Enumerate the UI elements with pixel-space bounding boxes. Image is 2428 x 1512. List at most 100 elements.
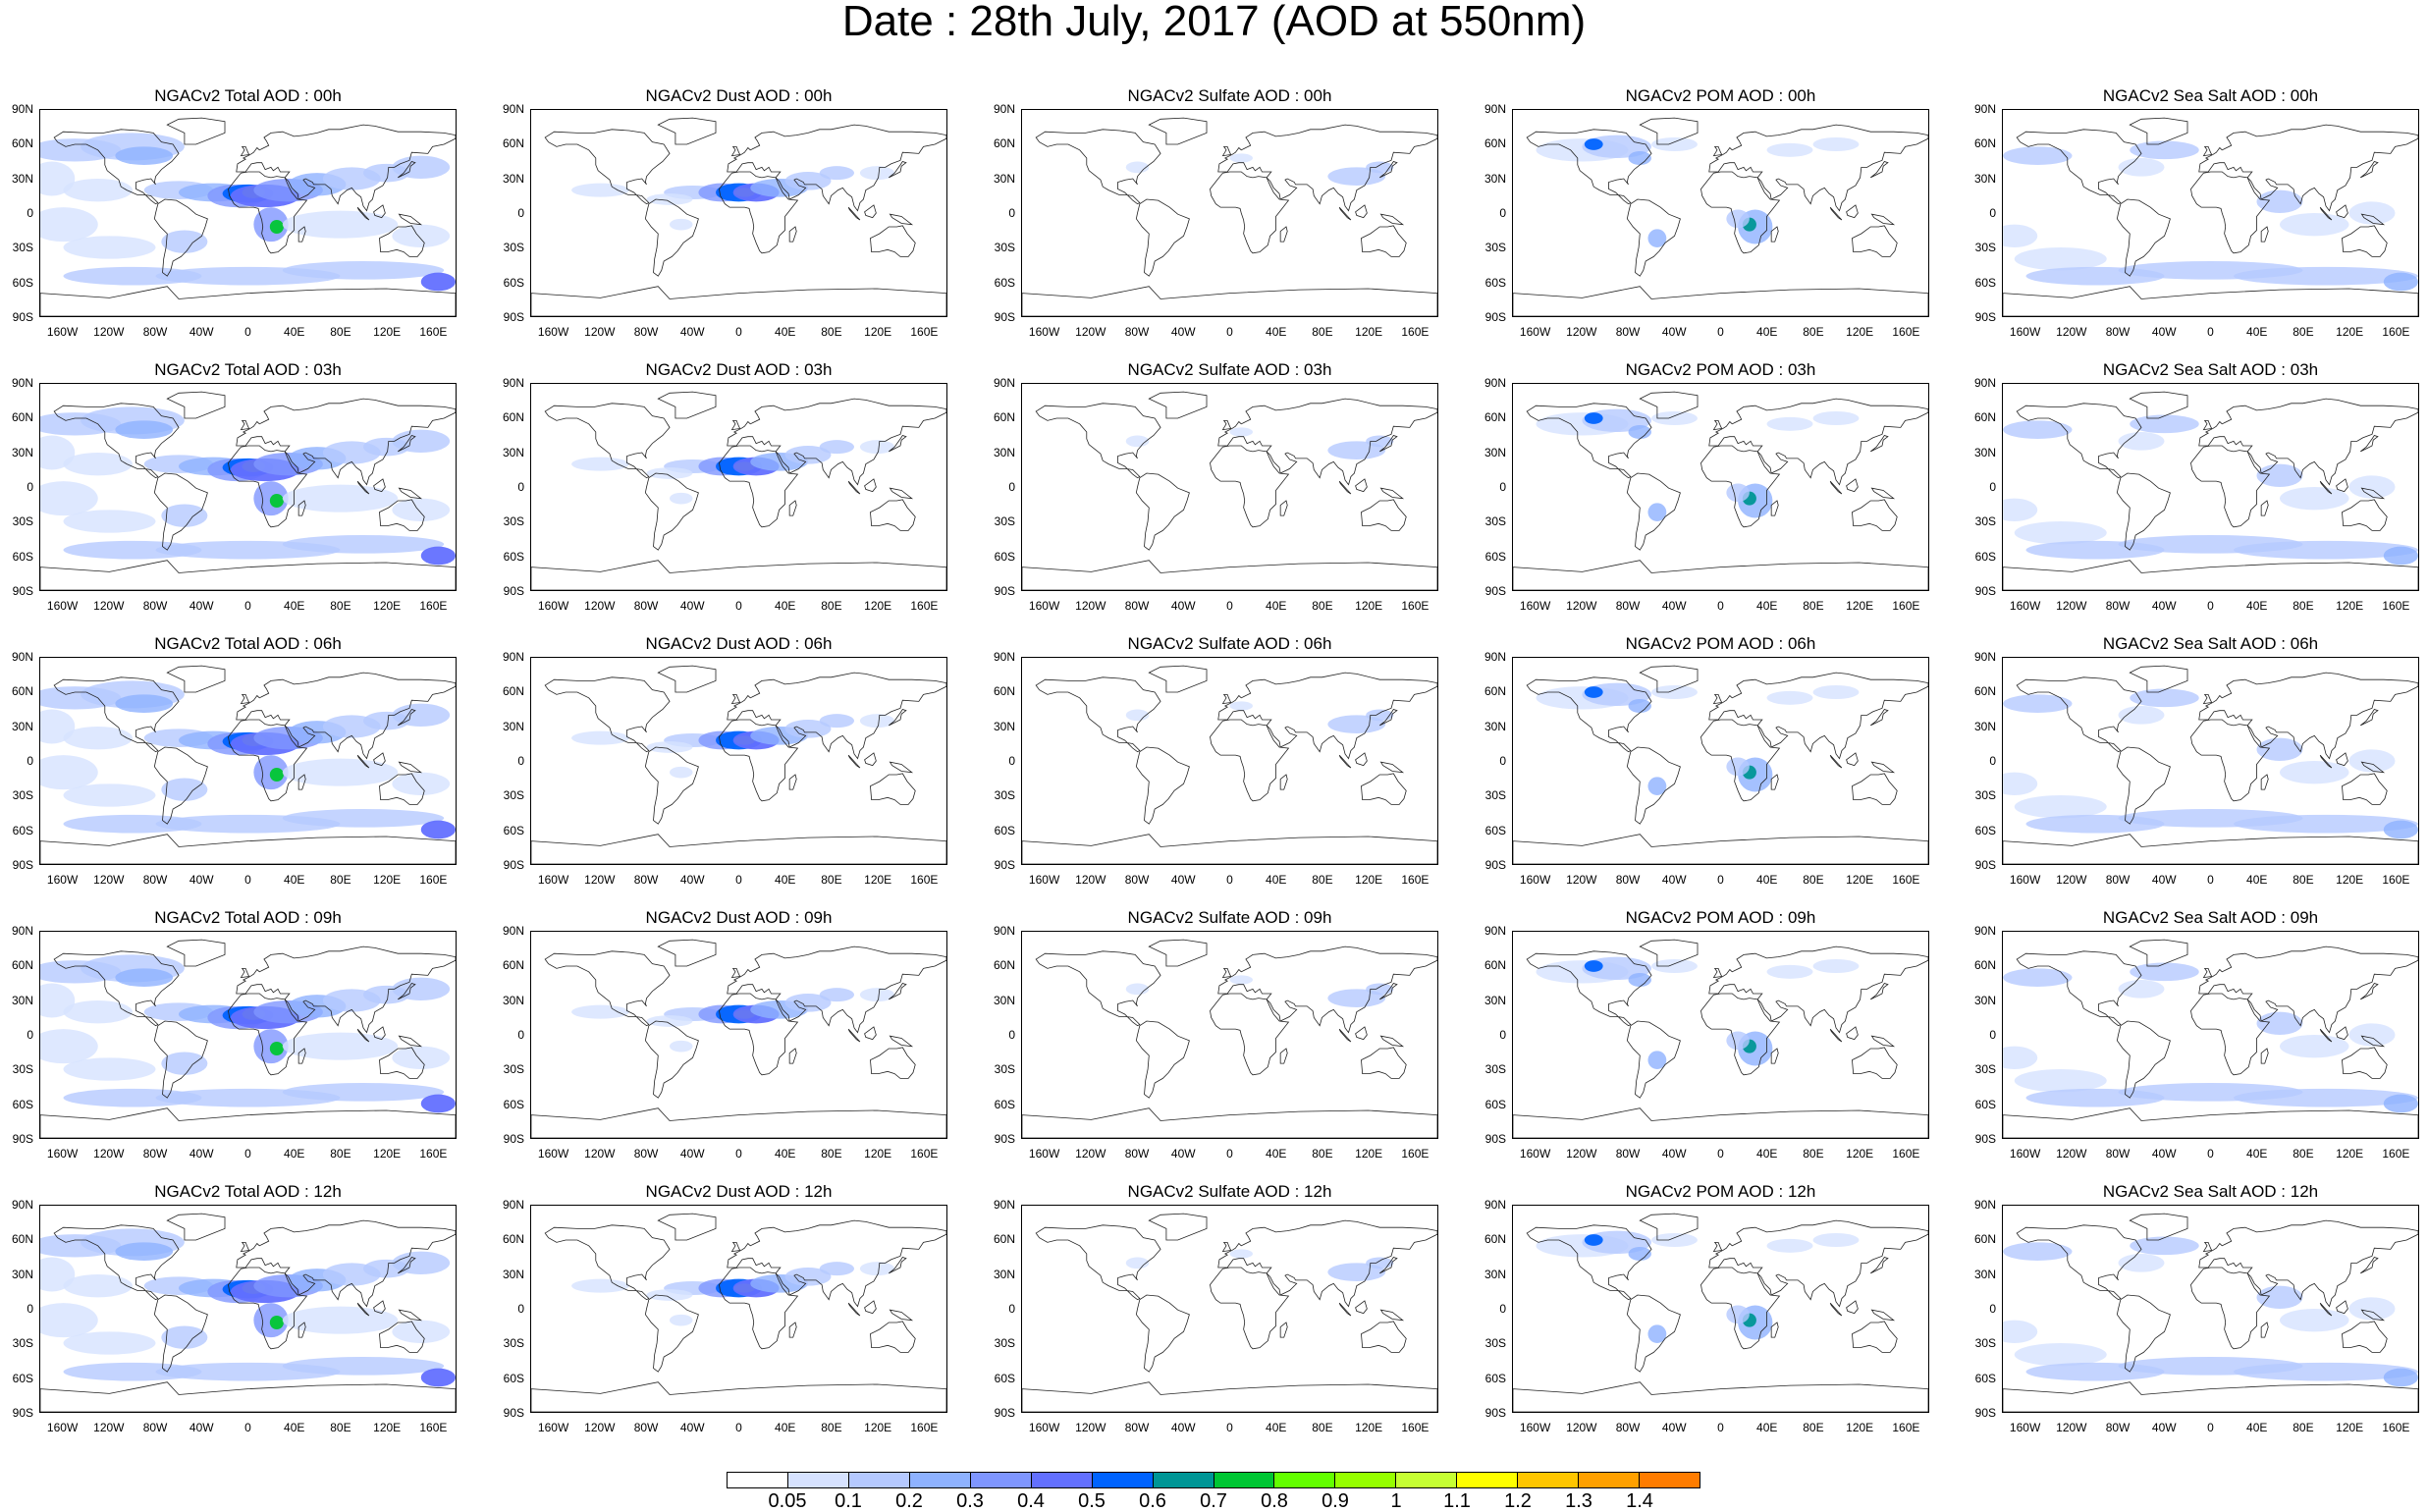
- aod-region: [2014, 247, 2107, 271]
- longitude-label: 120E: [1355, 873, 1383, 887]
- aod-region: [1229, 427, 1253, 437]
- coastlines: [1022, 391, 1437, 590]
- landmass-outline: [2016, 1224, 2142, 1301]
- colorbar-tick-label: 0.8: [1261, 1490, 1288, 1512]
- longitude-label: 80E: [2293, 325, 2314, 339]
- aod-region: [571, 1004, 629, 1019]
- longitude-label: 80E: [821, 873, 842, 887]
- colorbar-swatch: [1457, 1473, 1519, 1487]
- aod-region: [420, 1368, 456, 1387]
- longitude-label: 160W: [537, 325, 569, 339]
- landmass-outline: [889, 161, 907, 179]
- landmass-outline: [379, 225, 425, 257]
- latitude-label: 60S: [1974, 823, 1996, 837]
- latitude-label: 0: [1989, 480, 1996, 494]
- world-map-svg: [1022, 665, 1437, 864]
- longitude-label: 120E: [373, 599, 402, 613]
- aod-region: [1766, 690, 1813, 705]
- map-panel-sulfate-12h: NGACv2 Sulfate AOD : 12h 90N 60N 30N 0 30S 60S…: [982, 1182, 1473, 1454]
- aod-region: [670, 218, 693, 231]
- aod-region: [392, 498, 451, 521]
- latitude-label: 30S: [994, 788, 1015, 803]
- landmass-outline: [531, 1107, 946, 1138]
- longitude-label: 0: [735, 873, 742, 887]
- longitude-label: 160E: [2382, 1421, 2410, 1434]
- aod-region: [859, 714, 895, 729]
- map-panel-dust-12h: NGACv2 Dust AOD : 12h 90N 60N 30N 0 30S 60S 90S…: [491, 1182, 982, 1454]
- aod-region: [1229, 975, 1253, 985]
- map-panel-seasalt-06h: NGACv2 Sea Salt AOD : 06h 90N 60N 30N 0 30S 60…: [1963, 634, 2428, 906]
- colorbar-tick-label: 0.4: [1017, 1490, 1045, 1512]
- coastlines: [2003, 939, 2418, 1138]
- latitude-label: 30N: [502, 1267, 524, 1281]
- longitude-label: 40W: [189, 873, 214, 887]
- longitude-label: 120W: [2056, 1421, 2087, 1434]
- aod-region: [2118, 432, 2165, 451]
- longitude-label: 160W: [2009, 599, 2041, 613]
- longitude-label: 0: [1226, 873, 1233, 887]
- landmass-outline: [1712, 693, 1723, 705]
- landmass-outline: [2342, 1047, 2388, 1079]
- landmass-outline: [864, 752, 877, 767]
- latitude-label: 30N: [1484, 1267, 1506, 1281]
- panel-title: NGACv2 POM AOD : 09h: [1625, 908, 1816, 927]
- aod-region: [1766, 142, 1813, 157]
- longitude-label: 40W: [1661, 325, 1687, 339]
- landmass-outline: [1846, 478, 1859, 493]
- colorbar-tick-label: 0.05: [768, 1490, 807, 1512]
- longitude-label: 80W: [2105, 1147, 2131, 1161]
- world-map: [1021, 1205, 1438, 1413]
- landmass-outline: [2336, 752, 2348, 767]
- aod-region: [2014, 1343, 2107, 1367]
- map-panel-dust-03h: NGACv2 Dust AOD : 03h 90N 60N 30N 0 30S 60S 90S…: [491, 360, 982, 632]
- landmass-outline: [2260, 1048, 2269, 1064]
- aod-region: [282, 535, 445, 554]
- latitude-label: 0: [1989, 1028, 1996, 1042]
- landmass-outline: [1513, 286, 1928, 316]
- longitude-label: 80E: [2293, 599, 2314, 613]
- landmass-outline: [1639, 1213, 1699, 1241]
- aod-region: [2280, 487, 2349, 511]
- longitude-label: 120E: [2336, 873, 2364, 887]
- latitude-label: 90N: [1973, 924, 1996, 938]
- longitude-label: 80E: [330, 325, 351, 339]
- longitude-label: 160W: [1028, 599, 1060, 613]
- landmass-outline: [847, 480, 861, 495]
- longitude-label: 120E: [864, 1421, 892, 1434]
- latitude-label: 30N: [1973, 1267, 1996, 1281]
- world-map: [39, 931, 457, 1139]
- landmass-outline: [2016, 676, 2142, 753]
- latitude-label: 0: [1989, 754, 1996, 768]
- aod-region: [40, 1029, 98, 1064]
- aerosol-field: [40, 133, 456, 292]
- aod-region: [1647, 1324, 1667, 1343]
- longitude-label: 40W: [1170, 873, 1196, 887]
- longitude-label: 0: [2207, 599, 2214, 613]
- landmass-outline: [2336, 1026, 2348, 1041]
- latitude-label: 30S: [1974, 788, 1996, 803]
- landmass-outline: [1770, 1322, 1779, 1338]
- landmass-outline: [2129, 665, 2188, 693]
- longitude-label: 80W: [1124, 873, 1150, 887]
- longitude-label: 40W: [189, 1421, 214, 1434]
- landmass-outline: [1829, 206, 1843, 221]
- panel-title: NGACv2 Dust AOD : 03h: [645, 360, 833, 379]
- latitude-label: 90S: [994, 858, 1015, 872]
- colorbar-tick-label: 1.4: [1626, 1490, 1653, 1512]
- panel-title: NGACv2 Total AOD : 06h: [154, 634, 342, 653]
- aod-region: [2003, 224, 2038, 247]
- landmass-outline: [40, 1107, 456, 1138]
- latitude-label: 30S: [1484, 514, 1506, 529]
- latitude-label: 0: [517, 1028, 524, 1042]
- aerosol-field: [2003, 140, 2418, 292]
- map-panel-pom-12h: NGACv2 POM AOD : 12h 90N 60N 30N 0 30S 60S 90S 1…: [1473, 1182, 1964, 1454]
- latitude-label: 60N: [502, 136, 524, 151]
- aod-region: [2383, 1368, 2418, 1387]
- coastlines: [531, 117, 946, 316]
- longitude-label: 80E: [1803, 873, 1824, 887]
- latitude-label: 60N: [11, 410, 33, 425]
- landmass-outline: [1148, 665, 1208, 693]
- longitude-label: 160E: [1401, 1147, 1430, 1161]
- landmass-outline: [1526, 1224, 1652, 1301]
- aod-region: [2014, 1069, 2107, 1093]
